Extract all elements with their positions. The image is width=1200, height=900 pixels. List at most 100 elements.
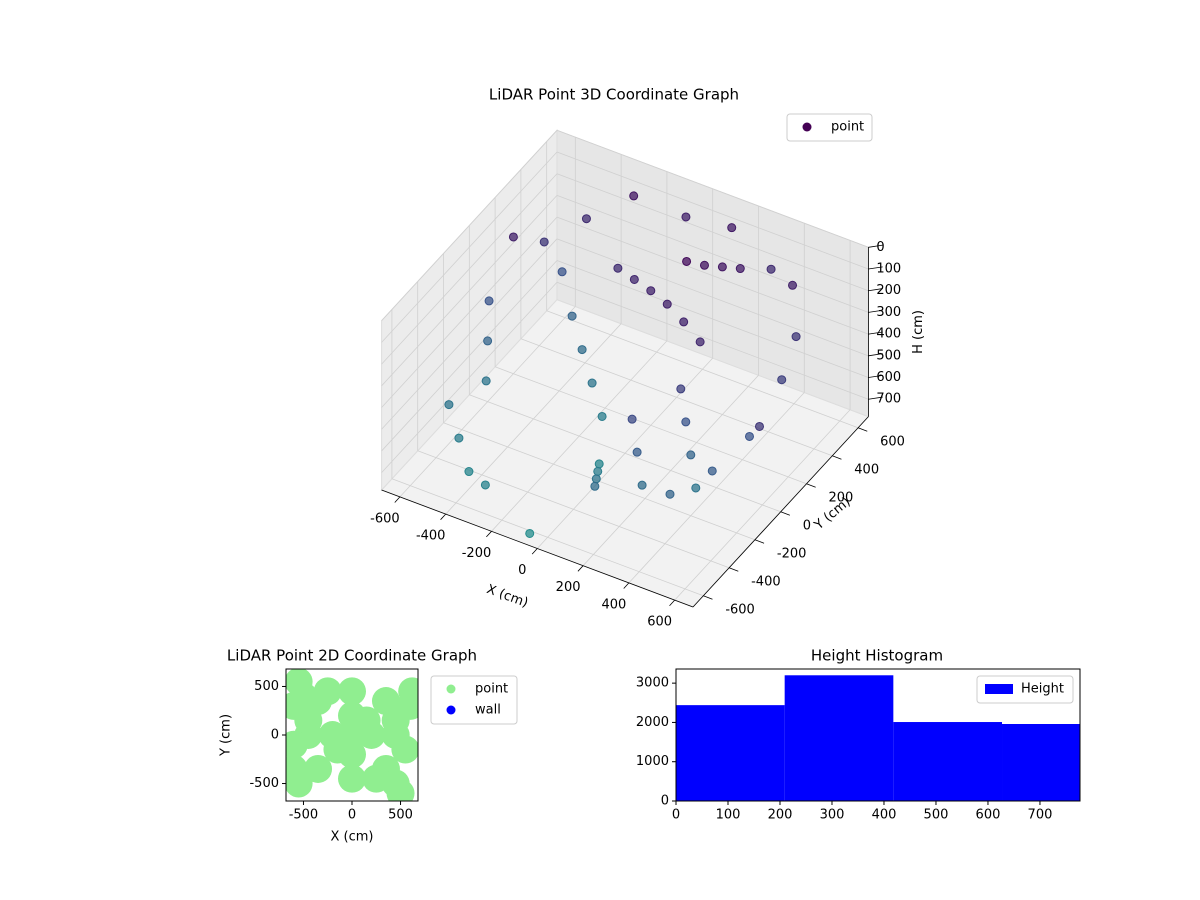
legend-marker [446, 705, 456, 715]
grid-line [381, 195, 558, 387]
point [567, 311, 577, 321]
grid-line [381, 281, 558, 473]
tick-mark [868, 266, 883, 270]
grid-line [494, 366, 807, 485]
point [286, 730, 308, 759]
y-tick-label: 0 [803, 518, 811, 533]
grid-line [381, 151, 558, 343]
grid-line [556, 260, 869, 378]
tick-mark [806, 483, 816, 488]
grid-line [381, 260, 558, 452]
grid-line [556, 151, 869, 270]
point [676, 384, 686, 394]
legend-label: point [475, 682, 508, 697]
legend-label: point [831, 120, 864, 135]
y-tick-label: -200 [777, 546, 807, 561]
point [454, 433, 464, 443]
grid-line [546, 310, 859, 429]
point [508, 232, 518, 242]
chart-title: Height Histogram [811, 647, 943, 665]
tick-mark [577, 565, 584, 572]
point [525, 528, 535, 538]
x-tick-label: 500 [924, 808, 949, 823]
y-tick-label: 0 [661, 794, 669, 809]
point [629, 191, 639, 201]
point [483, 336, 493, 346]
legend-swatch [985, 684, 1013, 694]
point [629, 274, 639, 284]
z-tick-label: 400 [876, 327, 901, 342]
point [662, 299, 672, 309]
point [627, 414, 637, 424]
grid-line [556, 195, 869, 313]
axis-line [381, 489, 694, 608]
axes-frame [675, 668, 1081, 802]
z-tick-label: 0 [876, 240, 884, 255]
tick-mark [868, 331, 883, 335]
point [754, 421, 764, 431]
tick-mark [868, 396, 883, 400]
plot-area [676, 675, 1080, 801]
tick-mark [780, 511, 790, 516]
point [481, 376, 491, 386]
x-tick-label: 600 [647, 615, 672, 630]
point [735, 264, 745, 274]
bar [784, 675, 894, 801]
point [381, 706, 410, 735]
x-tick-label: 300 [820, 808, 845, 823]
grid-line [556, 173, 869, 292]
tick-mark [394, 496, 401, 503]
y-tick-label: -400 [751, 574, 781, 589]
point [744, 431, 754, 441]
point [444, 400, 454, 410]
point [682, 256, 692, 266]
grid-line [381, 238, 558, 430]
tick-mark [531, 548, 538, 555]
x-tick-label: 600 [976, 808, 1001, 823]
point [381, 769, 410, 798]
z-tick-label: 100 [876, 262, 901, 277]
legend-marker [802, 122, 812, 132]
x-tick-label: 0 [348, 808, 356, 823]
point [391, 735, 418, 764]
bar [1002, 724, 1080, 801]
grid-line [391, 478, 704, 597]
point [777, 375, 787, 385]
point [286, 754, 308, 783]
point [294, 706, 323, 735]
point [679, 317, 689, 327]
x-tick-label: -200 [462, 546, 492, 561]
grid-line [381, 173, 558, 365]
point [699, 260, 709, 270]
z-tick-label: 300 [876, 305, 901, 320]
axis-line [692, 416, 869, 608]
x-tick-label: -400 [416, 529, 446, 544]
point [464, 467, 474, 477]
tick-mark [868, 353, 883, 357]
x-tick-label: 400 [872, 808, 897, 823]
x-tick-label: 0 [518, 563, 526, 578]
grid-line [556, 238, 869, 357]
grid-line [520, 338, 833, 457]
point [304, 754, 333, 783]
z-axis-label: H (cm) [911, 310, 926, 354]
point [681, 212, 691, 222]
point [597, 411, 607, 421]
point [681, 417, 691, 427]
tick-mark [832, 455, 842, 460]
point [480, 480, 490, 490]
x-tick-label: 200 [556, 580, 581, 595]
x-axis-label: X (cm) [485, 582, 531, 611]
tick-mark [728, 567, 739, 572]
legend [786, 113, 873, 142]
grid-line [556, 281, 869, 400]
y-axis-label: Y (cm) [219, 714, 234, 757]
point [686, 450, 696, 460]
z-tick-label: 500 [876, 348, 901, 363]
bar [893, 722, 1003, 801]
grid-line [381, 130, 558, 321]
point [665, 489, 675, 499]
point [593, 466, 603, 476]
x-tick-label: 400 [601, 597, 626, 612]
y-tick-label: 600 [880, 434, 905, 449]
